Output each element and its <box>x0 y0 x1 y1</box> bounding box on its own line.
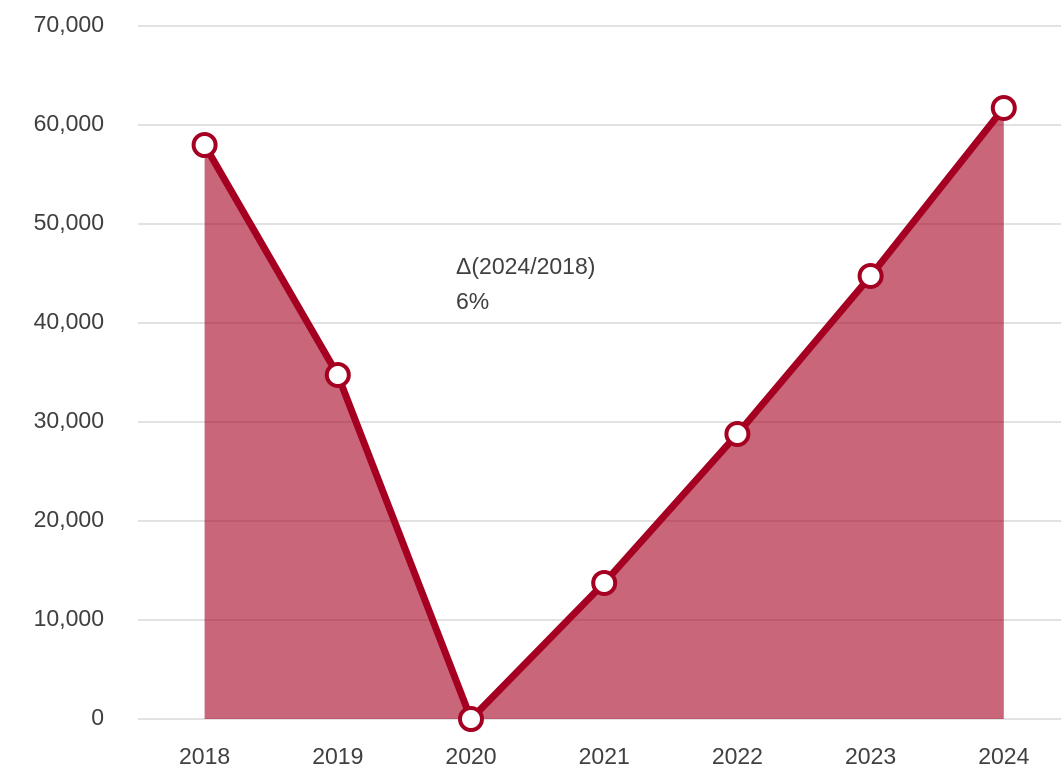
y-tick-label: 0 <box>91 704 104 730</box>
point <box>324 361 351 388</box>
point <box>857 262 884 289</box>
point <box>990 94 1017 121</box>
y-tick-label: 60,000 <box>34 110 104 136</box>
y-tick-label: 40,000 <box>34 308 104 334</box>
point <box>591 569 618 596</box>
x-tick-label: 2021 <box>579 743 630 769</box>
x-tick-label: 2018 <box>179 743 230 769</box>
y-tick-label: 20,000 <box>34 506 104 532</box>
x-tick-label: 2022 <box>712 743 763 769</box>
x-tick-label: 2023 <box>845 743 896 769</box>
y-tick-label: 10,000 <box>34 605 104 631</box>
point <box>191 131 218 158</box>
x-tick-label: 2020 <box>445 743 496 769</box>
point <box>724 420 751 447</box>
annotation: 6% <box>456 288 489 314</box>
area <box>204 107 1004 720</box>
annotation: Δ(2024/2018) <box>456 253 595 279</box>
x-tick-label: 2019 <box>312 743 363 769</box>
x-tick-label: 2024 <box>978 743 1029 769</box>
y-tick-label: 50,000 <box>34 209 104 235</box>
point <box>458 706 484 732</box>
y-tick-label: 30,000 <box>34 407 104 433</box>
y-tick-label: 70,000 <box>34 11 104 37</box>
